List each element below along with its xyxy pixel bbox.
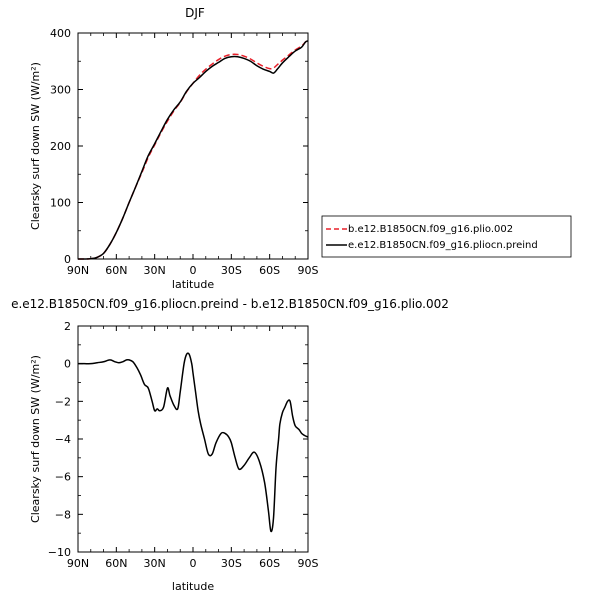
bottom-chart-xlabel: latitude [172,580,214,593]
bottom-chart-frame [77,325,309,553]
top-ytick-label-0: 0 [64,253,71,266]
legend-label-preind: e.e12.B1850CN.f09_g16.pliocn.preind [348,240,538,251]
bottom-ytick-label-2: −2 [55,395,71,408]
top-chart-frame [77,32,309,260]
bottom-chart-title: e.e12.B1850CN.f09_g16.pliocn.preind - b.… [11,297,449,311]
top-chart: DJF 90N 60N 30N 0 30S 60S 90S 0 100 200 300 400 lat… [29,6,319,291]
top-ytick-label-2: 200 [50,140,71,153]
top-chart-ylabel: Clearsky surf down SW (W/m²) [29,62,42,230]
legend-label-plio: b.e12.B1850CN.f09_g16.plio.002 [348,224,513,235]
bottom-xtick-label-5: 60S [259,557,280,570]
bottom-chart: e.e12.B1850CN.f09_g16.pliocn.preind - b.… [11,297,449,593]
bottom-xtick-label-4: 30S [221,557,242,570]
top-chart-series [77,39,309,260]
bottom-ytick-label-6: −10 [48,546,71,559]
top-xtick-label-2: 30N [144,264,166,277]
top-xtick-label-5: 60S [259,264,280,277]
top-xtick-label-1: 60N [105,264,127,277]
top-xtick-label-6: 90S [298,264,319,277]
top-series-1 [77,40,309,260]
top-chart-xlabel: latitude [172,278,214,291]
top-ytick-label-1: 100 [50,197,71,210]
bottom-ytick-label-3: −4 [55,433,71,446]
top-ytick-label-4: 400 [50,27,71,40]
top-ytick-label-3: 300 [50,84,71,97]
top-xtick-label-0: 90N [67,264,89,277]
bottom-chart-ylabel: Clearsky surf down SW (W/m²) [29,355,42,523]
bottom-ytick-label-5: −8 [55,508,71,521]
bottom-xtick-label-6: 90S [298,557,319,570]
legend: b.e12.B1850CN.f09_g16.plio.002 e.e12.B18… [321,215,572,258]
bottom-xtick-label-2: 30N [144,557,166,570]
bottom-xtick-label-1: 60N [105,557,127,570]
legend-box [321,215,572,258]
bottom-ytick-label-4: −6 [55,471,71,484]
bottom-chart-series [78,352,309,533]
top-chart-ticks: 90N 60N 30N 0 30S 60S 90S 0 100 200 300 400 [50,27,319,277]
bottom-xtick-label-0: 90N [67,557,89,570]
top-xtick-label-3: 0 [190,264,197,277]
top-xtick-label-4: 30S [221,264,242,277]
bottom-ytick-label-1: 0 [64,358,71,371]
bottom-series-0 [78,352,309,533]
bottom-xtick-label-3: 0 [190,557,197,570]
top-chart-title: DJF [185,6,205,20]
bottom-ytick-label-0: 2 [64,320,71,333]
